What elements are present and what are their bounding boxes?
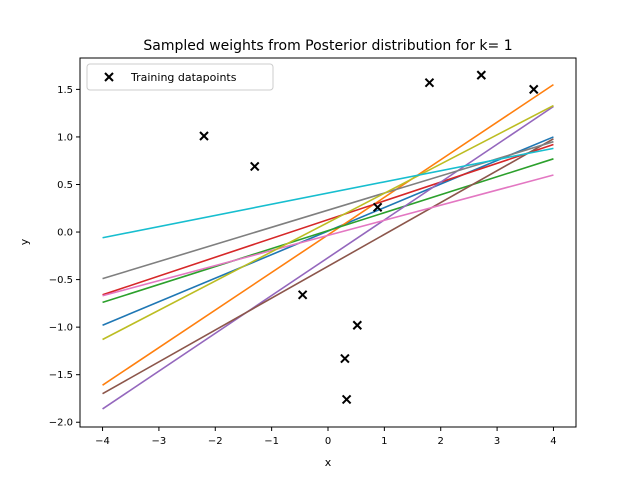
x-tick-label: −1: [264, 436, 279, 447]
x-tick-label: 4: [550, 436, 556, 447]
x-tick-label: −3: [152, 436, 167, 447]
y-tick-label: −2.0: [49, 418, 73, 429]
training-datapoint-8: [424, 78, 435, 88]
plot-points: [199, 70, 539, 405]
y-axis-label: y: [18, 238, 31, 245]
sample-line-5: [102, 105, 554, 410]
x-tick-label: 3: [494, 436, 500, 447]
legend-label: Training datapoints: [130, 71, 237, 84]
x-axis: −4 −3 −2 −1 0 1 2 3 4: [95, 427, 557, 447]
sample-line-6: [102, 138, 554, 395]
training-datapoint-5: [341, 394, 352, 405]
y-tick-label: 0.5: [57, 180, 73, 191]
y-tick-label: −1.0: [49, 323, 73, 334]
training-datapoint-7: [372, 202, 383, 213]
training-datapoint-6: [352, 320, 363, 330]
y-tick-label: −1.5: [49, 370, 73, 381]
y-tick-label: 1.0: [57, 132, 73, 143]
training-datapoint-10: [529, 84, 539, 95]
sample-line-10: [102, 147, 554, 239]
y-tick-label: 0.0: [57, 228, 73, 239]
plot-frame: [79, 57, 577, 428]
y-tick-label: 1.5: [57, 85, 73, 96]
legend-marker-icon: [104, 72, 114, 82]
chart-title: Sampled weights from Posterior distribut…: [143, 38, 512, 54]
x-tick-label: 0: [325, 436, 331, 447]
training-datapoint-9: [476, 70, 487, 80]
sample-line-4: [102, 143, 554, 296]
sample-line-9: [102, 104, 554, 341]
sample-line-7: [102, 174, 554, 297]
training-datapoint-2: [250, 161, 260, 172]
training-datapoint-3: [297, 290, 308, 300]
x-tick-label: −2: [208, 436, 223, 447]
y-axis: −2.0 −1.5 −1.0 −0.5 0.0 0.5 1.0 1.5: [49, 85, 80, 429]
sample-line-8: [102, 140, 554, 280]
x-tick-label: 2: [438, 436, 444, 447]
x-axis-label: x: [325, 456, 332, 469]
y-tick-label: −0.5: [49, 275, 73, 286]
legend: Training datapoints: [86, 63, 274, 91]
sample-line-3: [102, 158, 554, 304]
training-datapoint-1: [199, 131, 209, 141]
legend-box: [86, 63, 274, 91]
plot-lines: [102, 83, 554, 410]
x-tick-label: 1: [381, 436, 387, 447]
x-tick-label: −4: [95, 436, 110, 447]
training-datapoint-4: [340, 353, 350, 364]
